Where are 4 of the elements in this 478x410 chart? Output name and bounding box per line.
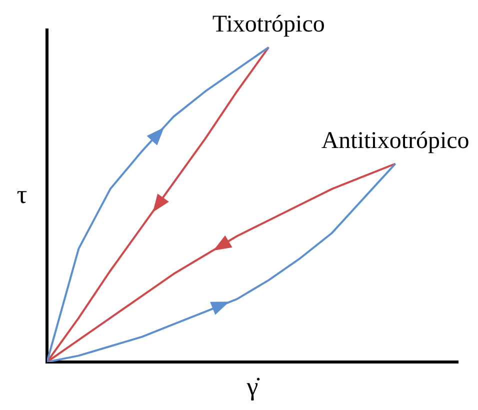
y-axis-title: τ bbox=[16, 180, 28, 209]
annotation: Antitixotrópico bbox=[321, 128, 470, 154]
x-axis-title: γ̇ bbox=[246, 372, 260, 401]
text: Tixotrópico bbox=[212, 12, 325, 38]
